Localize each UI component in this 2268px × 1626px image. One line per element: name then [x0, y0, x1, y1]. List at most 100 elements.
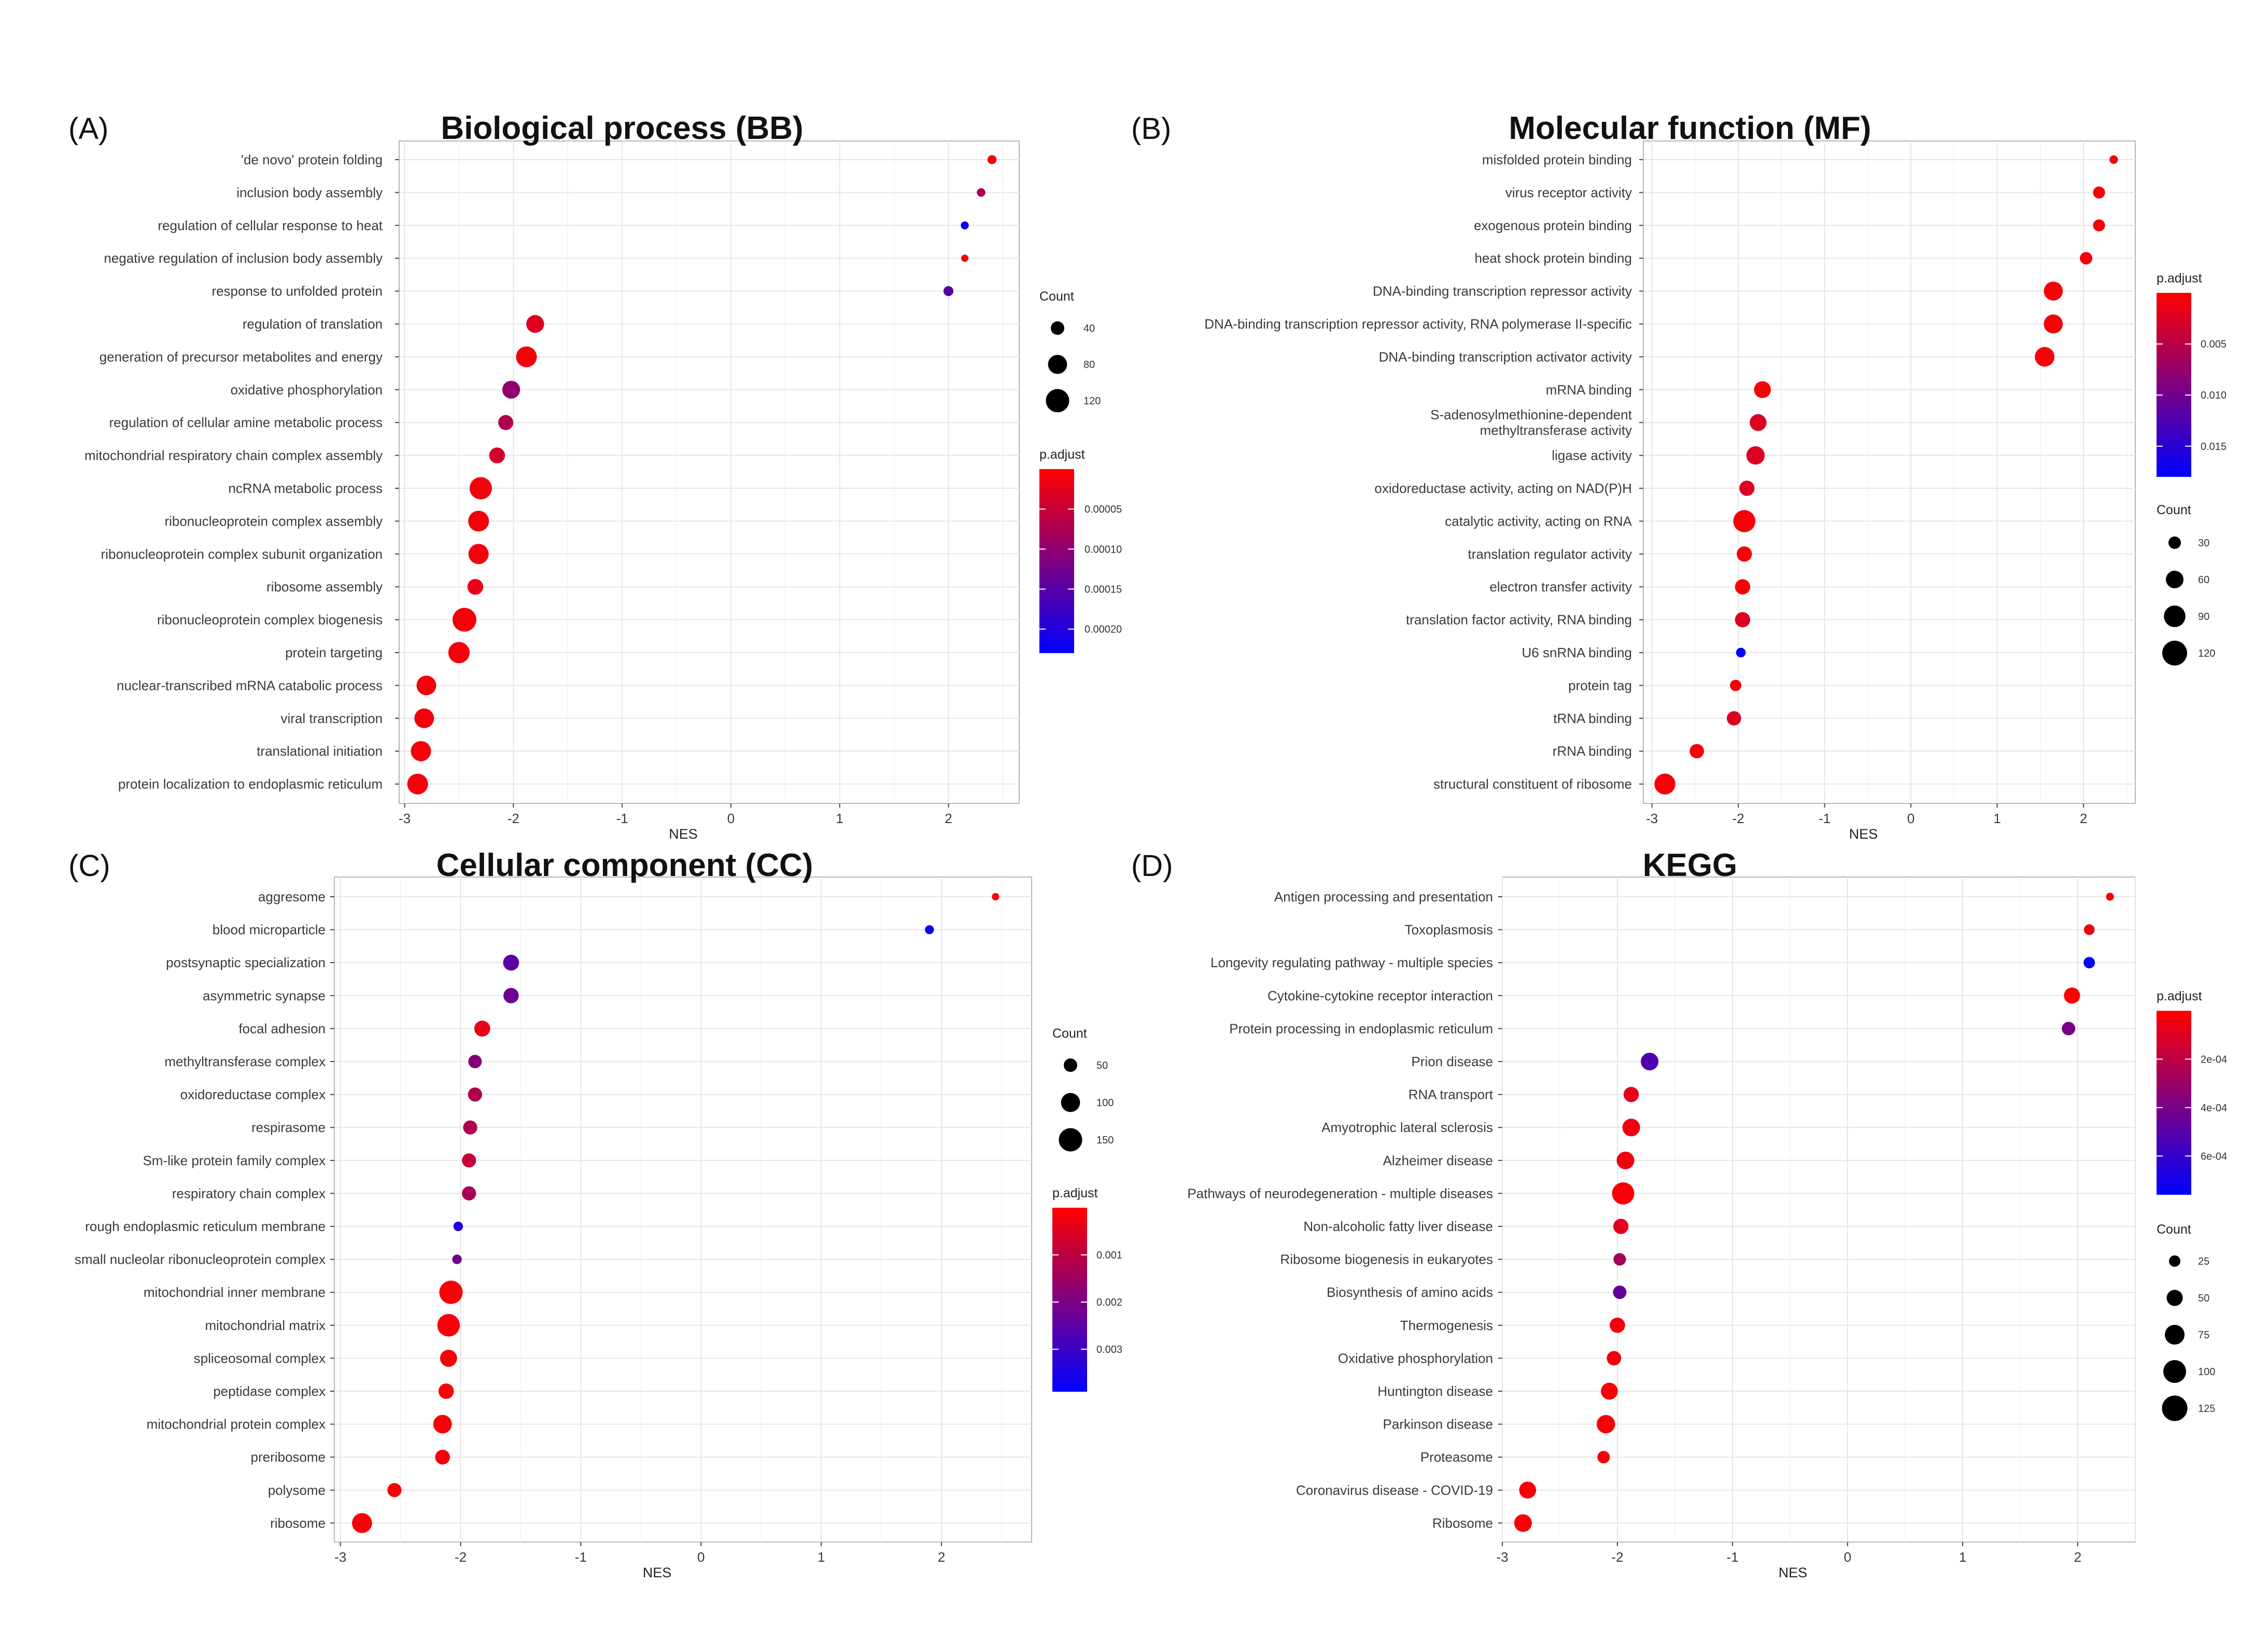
padjust-legend: p.adjust 0.005 0.010 0.015 — [2157, 271, 2227, 477]
padjust-colorbar — [1039, 469, 1074, 653]
data-point — [1601, 1382, 1618, 1400]
count-legend: Count 25 50 75 100 125 — [2157, 1222, 2215, 1421]
panel-cc: -3 -2 -1 0 1 2 aggresome blood microparticle pos… — [68, 847, 1122, 1580]
data-point — [435, 1449, 450, 1465]
term-label: oxidoreductase complex — [180, 1087, 326, 1102]
x-tick-label: 2 — [2074, 1549, 2081, 1565]
term-label: Coronavirus disease - COVID-19 — [1296, 1482, 1493, 1498]
term-label: translation factor activity, RNA binding — [1406, 612, 1632, 628]
data-point — [1616, 1151, 1635, 1169]
data-point — [1730, 680, 1742, 691]
term-label: Oxidative phosphorylation — [1338, 1350, 1493, 1366]
data-point — [2083, 957, 2095, 969]
count-legend-label: 40 — [1083, 323, 1095, 334]
plot-panel-frame — [1643, 140, 2136, 804]
term-label: misfolded protein binding — [1482, 152, 1632, 167]
count-legend: Count 50 100 150 — [1052, 1026, 1114, 1152]
term-label: nuclear-transcribed mRNA catabolic proce… — [117, 677, 383, 693]
term-label: Thermogenesis — [1400, 1318, 1493, 1333]
data-point — [2044, 281, 2063, 301]
term-label: preribosome — [250, 1449, 326, 1465]
x-tick-label: 1 — [1959, 1549, 1966, 1565]
term-label: ribonucleoprotein complex subunit organi… — [101, 546, 383, 562]
count-legend-label: 100 — [2198, 1366, 2215, 1378]
padjust-legend-label: 0.00005 — [1084, 504, 1122, 515]
data-point — [439, 1280, 463, 1304]
term-label: blood microparticle — [213, 922, 326, 938]
data-point — [1622, 1119, 1640, 1137]
term-label: Toxoplasmosis — [1404, 922, 1493, 938]
data-point — [489, 447, 505, 463]
term-label: mitochondrial inner membrane — [144, 1284, 326, 1300]
count-legend-title: Count — [1052, 1026, 1087, 1041]
term-label: Alzheimer disease — [1383, 1153, 1493, 1168]
data-point — [502, 380, 520, 399]
term-label: Biosynthesis of amino acids — [1327, 1284, 1493, 1300]
data-point — [463, 1120, 477, 1135]
data-point — [1613, 1285, 1627, 1299]
x-tick-label: 0 — [1907, 811, 1914, 826]
count-legend-key — [2169, 1255, 2180, 1267]
data-point — [352, 1513, 372, 1533]
data-point — [1641, 1052, 1659, 1071]
data-point — [438, 1383, 454, 1399]
term-label: DNA-binding transcription activator acti… — [1379, 349, 1632, 364]
count-legend-title: Count — [1039, 289, 1074, 304]
panel-label: (B) — [1131, 112, 1171, 146]
count-legend-key — [2164, 605, 2186, 627]
x-axis-title: NES — [643, 1565, 672, 1580]
term-label: spliceosomal complex — [194, 1350, 326, 1366]
x-tick-label: 2 — [2080, 811, 2087, 826]
data-point — [1735, 612, 1751, 628]
x-tick-label: -1 — [1726, 1549, 1738, 1565]
term-label: DNA-binding transcription repressor acti… — [1373, 284, 1632, 299]
count-legend-title: Count — [2157, 503, 2191, 517]
data-point — [2064, 987, 2080, 1004]
term-label: ribosome assembly — [266, 579, 383, 595]
count-legend-key — [2166, 1290, 2183, 1306]
data-point — [448, 642, 470, 663]
x-tick-label: -2 — [508, 811, 519, 826]
term-label: Cytokine-cytokine receptor interaction — [1267, 988, 1493, 1003]
data-point — [433, 1415, 452, 1434]
count-legend-key — [2164, 1324, 2185, 1345]
data-point — [468, 1055, 482, 1068]
data-point — [1623, 1086, 1639, 1102]
term-label: protein localization to endoplasmic reti… — [118, 776, 383, 792]
term-label: regulation of cellular response to heat — [158, 218, 383, 233]
padjust-legend-label: 0.003 — [1096, 1344, 1122, 1355]
data-point — [468, 511, 489, 532]
term-label: protein tag — [1568, 677, 1632, 693]
data-point — [2080, 252, 2093, 265]
x-tick-label: -1 — [616, 811, 628, 826]
x-axis-title: NES — [1779, 1565, 1808, 1580]
term-label: Antigen processing and presentation — [1274, 889, 1493, 904]
count-legend-key — [1059, 1128, 1082, 1152]
data-point — [1733, 510, 1756, 532]
term-label: virus receptor activity — [1505, 185, 1632, 200]
padjust-legend-label: 0.015 — [2201, 441, 2227, 453]
data-point — [1597, 1415, 1615, 1434]
data-point — [467, 578, 484, 595]
term-label: Ribosome biogenesis in eukaryotes — [1280, 1252, 1493, 1267]
term-label: 'de novo' protein folding — [241, 152, 383, 167]
term-label: asymmetric synapse — [203, 988, 326, 1003]
term-label: structural constituent of ribosome — [1433, 776, 1632, 792]
term-label: small nucleolar ribonucleoprotein comple… — [75, 1252, 326, 1267]
data-point — [1746, 446, 1765, 465]
data-point — [474, 1021, 490, 1037]
panel-label: (D) — [1131, 849, 1173, 883]
data-point — [452, 1254, 462, 1264]
x-tick-label: 1 — [836, 811, 843, 826]
term-label: ncRNA metabolic process — [228, 480, 383, 496]
padjust-legend-label: 0.010 — [2201, 390, 2227, 401]
x-tick-label: -3 — [1646, 811, 1658, 826]
term-label: mitochondrial respiratory chain complex … — [84, 448, 383, 463]
count-legend: Count 30 60 90 120 — [2157, 503, 2215, 666]
data-point — [1607, 1351, 1622, 1366]
data-point — [498, 415, 514, 430]
count-legend-label: 90 — [2198, 611, 2209, 623]
term-label: negative regulation of inclusion body as… — [104, 250, 383, 266]
term-label: Huntington disease — [1377, 1383, 1493, 1399]
term-label: mitochondrial protein complex — [147, 1417, 326, 1432]
